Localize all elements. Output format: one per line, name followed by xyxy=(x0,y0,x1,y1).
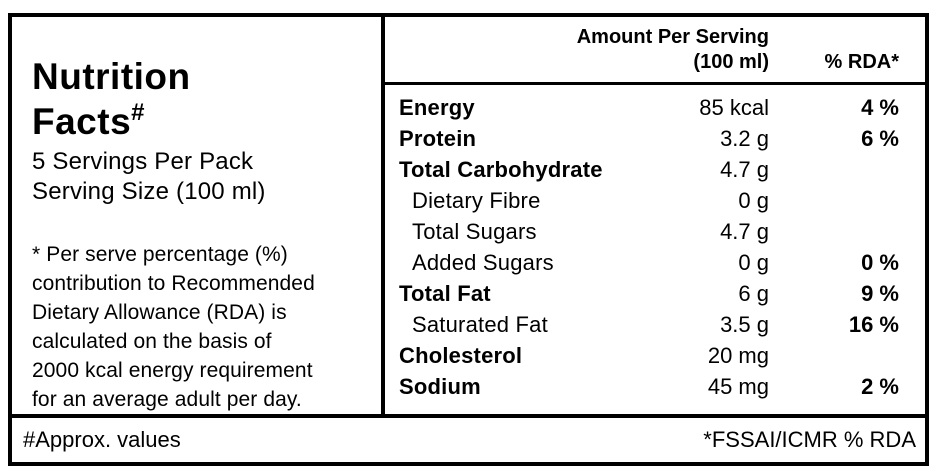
nutrient-row-sodium: Sodium 45 mg 2 % xyxy=(399,371,899,402)
header-row-2: (100 ml) % RDA* xyxy=(399,50,899,75)
nutrient-rda: 9 % xyxy=(861,280,899,306)
nutrient-rda: 6 % xyxy=(861,125,899,151)
nutrient-amount: 20 mg xyxy=(707,342,769,368)
nutrient-rda: 16 % xyxy=(848,311,899,337)
nutrient-row-protein: Protein 3.2 g 6 % xyxy=(399,123,899,154)
nutrient-row-total-carbohydrate: Total Carbohydrate 4.7 g xyxy=(399,154,899,185)
header-amount-line1: Amount Per Serving xyxy=(576,26,769,48)
nutrient-rda: 2 % xyxy=(861,373,899,399)
nutrient-rda: 4 % xyxy=(861,94,899,120)
nutrient-rows: Energy 85 kcal 4 % Protein 3.2 g 6 % Tot… xyxy=(385,85,925,402)
nutrient-row-cholesterol: Cholesterol 20 mg xyxy=(399,340,899,371)
nutrient-amount: 85 kcal xyxy=(699,94,769,120)
nutrient-name: Added Sugars xyxy=(412,249,554,275)
nutrient-rda: 0 % xyxy=(861,249,899,275)
nutrient-row-total-fat: Total Fat 6 g 9 % xyxy=(399,278,899,309)
nutrient-name: Total Carbohydrate xyxy=(399,156,603,182)
nutrient-name: Cholesterol xyxy=(399,342,523,368)
servings-per-pack: 5 Servings Per Pack xyxy=(32,148,254,175)
serving-size: Serving Size (100 ml) xyxy=(32,178,266,205)
nutrient-row-saturated-fat: Saturated Fat 3.5 g 16 % xyxy=(399,309,899,340)
nutrient-amount: 0 g xyxy=(738,187,769,213)
label-title: Nutrition Facts# xyxy=(32,54,367,144)
facts-table: Amount Per Serving (100 ml) % RDA* Energ… xyxy=(381,17,925,414)
nutrient-name: Sodium xyxy=(399,373,481,399)
nutrient-amount: 45 mg xyxy=(707,373,769,399)
nutrient-name: Total Sugars xyxy=(412,218,537,244)
nutrition-label: Nutrition Facts# 5 Servings Per Pack Ser… xyxy=(8,13,929,466)
nutrient-row-dietary-fibre: Dietary Fibre 0 g xyxy=(399,185,899,216)
nutrient-row-energy: Energy 85 kcal 4 % xyxy=(399,92,899,123)
nutrient-amount: 6 g xyxy=(738,280,769,306)
nutrient-amount: 4.7 g xyxy=(720,156,769,182)
label-main: Nutrition Facts# 5 Servings Per Pack Ser… xyxy=(12,17,925,414)
title-line2: Facts xyxy=(32,101,132,142)
nutrient-name: Energy xyxy=(399,94,475,120)
nutrient-name: Dietary Fibre xyxy=(412,187,541,213)
rda-footnote: * Per serve percentage (%) contribution … xyxy=(32,243,315,411)
nutrient-name: Saturated Fat xyxy=(412,311,548,337)
nutrient-name: Protein xyxy=(399,125,477,151)
table-header: Amount Per Serving (100 ml) % RDA* xyxy=(385,17,925,85)
nutrient-row-total-sugars: Total Sugars 4.7 g xyxy=(399,216,899,247)
nutrient-amount: 3.5 g xyxy=(720,311,769,337)
nutrient-amount: 0 g xyxy=(738,249,769,275)
label-footer: #Approx. values *FSSAI/ICMR % RDA xyxy=(12,414,925,462)
header-amount-line2: (100 ml) xyxy=(693,51,769,73)
nutrient-amount: 3.2 g xyxy=(720,125,769,151)
title-superscript: # xyxy=(131,99,146,126)
info-panel: Nutrition Facts# 5 Servings Per Pack Ser… xyxy=(12,17,381,414)
nutrient-amount: 4.7 g xyxy=(720,218,769,244)
footer-approx-note: #Approx. values xyxy=(23,427,181,452)
footer-rda-source: *FSSAI/ICMR % RDA xyxy=(703,427,916,452)
header-rda: % RDA* xyxy=(824,51,899,73)
title-line1: Nutrition xyxy=(32,56,191,97)
header-row-1: Amount Per Serving xyxy=(399,25,899,50)
nutrient-name: Total Fat xyxy=(399,280,491,306)
nutrient-row-added-sugars: Added Sugars 0 g 0 % xyxy=(399,247,899,278)
serving-info: 5 Servings Per Pack Serving Size (100 ml… xyxy=(32,147,367,207)
